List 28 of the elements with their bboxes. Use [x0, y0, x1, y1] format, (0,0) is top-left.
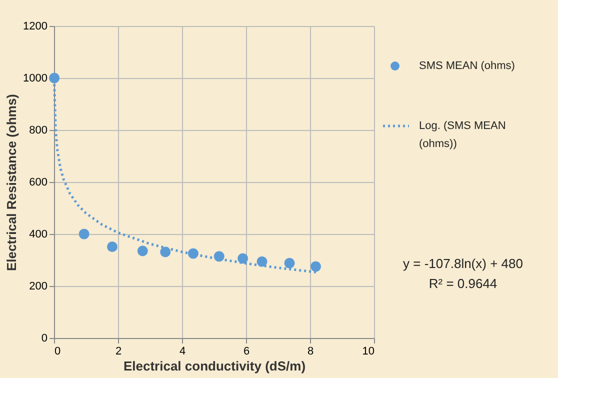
point: [49, 72, 60, 84]
point: [256, 256, 268, 267]
point: [160, 246, 171, 258]
x-tick-label: 10: [362, 346, 374, 358]
x-tick-label: 4: [179, 346, 186, 358]
x-tick-label: 2: [115, 346, 122, 358]
y-tick-label: 200: [29, 280, 48, 292]
point: [284, 258, 295, 268]
text: R² = 0.9644: [428, 276, 498, 291]
point: [137, 246, 148, 256]
x-tick-label: 6: [243, 346, 250, 358]
point: [238, 253, 248, 264]
y-tick-label: 600: [29, 176, 48, 188]
y-tick-label: 1200: [23, 20, 48, 32]
y-tick-label: 0: [41, 332, 48, 344]
point: [106, 242, 118, 252]
x-tick-label: 8: [307, 346, 314, 358]
y-tick-label: 1000: [23, 72, 48, 84]
y-tick-label: 800: [29, 124, 48, 136]
legend-label: SMS MEAN (ohms): [419, 60, 515, 72]
x-axis-title: Electrical conductivity (dS/m): [123, 358, 306, 374]
legend-label: Log. (SMS MEAN (ohms)): [419, 120, 506, 150]
x-tick-label: 0: [54, 346, 61, 358]
text: y = -107.8ln(x) + 480: [403, 256, 523, 271]
point: [310, 261, 322, 272]
y-tick-label: 400: [29, 228, 48, 240]
y-axis-title: Electrical Resistance (ohms): [4, 94, 20, 272]
point: [78, 228, 90, 240]
